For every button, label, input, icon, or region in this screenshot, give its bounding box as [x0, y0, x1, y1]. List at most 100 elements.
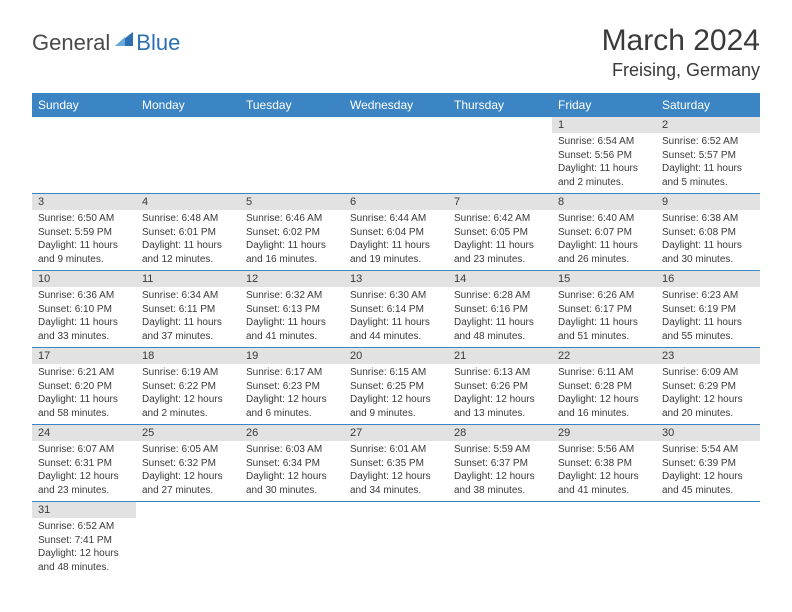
sunset-text: Sunset: 6:29 PM [662, 380, 754, 394]
daylight-text: and 19 minutes. [350, 253, 442, 267]
daylight-text: and 38 minutes. [454, 484, 546, 498]
daylight-text: Daylight: 12 hours [662, 470, 754, 484]
day-number: 3 [32, 194, 136, 210]
daylight-text: Daylight: 11 hours [454, 316, 546, 330]
sunset-text: Sunset: 6:19 PM [662, 303, 754, 317]
sunrise-text: Sunrise: 6:30 AM [350, 289, 442, 303]
calendar-day-cell: 15Sunrise: 6:26 AMSunset: 6:17 PMDayligh… [552, 271, 656, 348]
daylight-text: Daylight: 11 hours [662, 162, 754, 176]
month-title: March 2024 [602, 24, 760, 58]
weekday-header: Saturday [656, 93, 760, 117]
sunrise-text: Sunrise: 5:59 AM [454, 443, 546, 457]
day-details: Sunrise: 6:52 AMSunset: 7:41 PMDaylight:… [32, 518, 136, 578]
daylight-text: and 58 minutes. [38, 407, 130, 421]
calendar-day-cell [240, 502, 344, 579]
calendar-day-cell: 27 Sunrise: 6:01 AMSunset: 6:35 PMDayligh… [344, 425, 448, 502]
daylight-text: and 9 minutes. [38, 253, 130, 267]
calendar-day-cell: 1Sunrise: 6:54 AMSunset: 5:56 PMDaylight… [552, 117, 656, 194]
location: Freising, Germany [602, 60, 760, 81]
day-details: Sunrise: 5:59 AMSunset: 6:37 PMDaylight:… [448, 441, 552, 501]
sunrise-text: Sunrise: 6:26 AM [558, 289, 650, 303]
day-number: 22 [552, 348, 656, 364]
daylight-text: and 51 minutes. [558, 330, 650, 344]
sunset-text: Sunset: 6:11 PM [142, 303, 234, 317]
daylight-text: and 48 minutes. [38, 561, 130, 575]
daylight-text: and 20 minutes. [662, 407, 754, 421]
sunset-text: Sunset: 6:38 PM [558, 457, 650, 471]
daylight-text: Daylight: 11 hours [454, 239, 546, 253]
day-number: 11 [136, 271, 240, 287]
sunset-text: Sunset: 6:26 PM [454, 380, 546, 394]
calendar-week-row: 24Sunrise: 6:07 AMSunset: 6:31 PMDayligh… [32, 425, 760, 502]
day-details: Sunrise: 6:44 AMSunset: 6:04 PMDaylight:… [344, 210, 448, 270]
daylight-text: and 55 minutes. [662, 330, 754, 344]
day-details: Sunrise: 6:52 AMSunset: 5:57 PMDaylight:… [656, 133, 760, 193]
weekday-header: Tuesday [240, 93, 344, 117]
calendar-day-cell: 19Sunrise: 6:17 AMSunset: 6:23 PMDayligh… [240, 348, 344, 425]
sunrise-text: Sunrise: 6:03 AM [246, 443, 338, 457]
sunset-text: Sunset: 6:07 PM [558, 226, 650, 240]
sunrise-text: Sunrise: 6:11 AM [558, 366, 650, 380]
daylight-text: Daylight: 12 hours [454, 470, 546, 484]
daylight-text: Daylight: 12 hours [350, 470, 442, 484]
day-number: 29 [552, 425, 656, 441]
logo-sail-icon [114, 31, 134, 52]
day-number: 5 [240, 194, 344, 210]
day-number: 28 [448, 425, 552, 441]
calendar-day-cell: 22Sunrise: 6:11 AMSunset: 6:28 PMDayligh… [552, 348, 656, 425]
sunset-text: Sunset: 6:35 PM [350, 457, 442, 471]
day-details: Sunrise: 6:48 AMSunset: 6:01 PMDaylight:… [136, 210, 240, 270]
daylight-text: and 12 minutes. [142, 253, 234, 267]
day-number: 18 [136, 348, 240, 364]
calendar-day-cell: 11Sunrise: 6:34 AMSunset: 6:11 PMDayligh… [136, 271, 240, 348]
daylight-text: and 34 minutes. [350, 484, 442, 498]
day-number: 7 [448, 194, 552, 210]
daylight-text: and 13 minutes. [454, 407, 546, 421]
sunset-text: Sunset: 6:10 PM [38, 303, 130, 317]
sunrise-text: Sunrise: 6:19 AM [142, 366, 234, 380]
sunrise-text: Sunrise: 6:01 AM [350, 443, 442, 457]
day-number: 26 [240, 425, 344, 441]
calendar-day-cell: 25Sunrise: 6:05 AMSunset: 6:32 PMDayligh… [136, 425, 240, 502]
daylight-text: and 37 minutes. [142, 330, 234, 344]
day-details: Sunrise: 6:46 AMSunset: 6:02 PMDaylight:… [240, 210, 344, 270]
day-number: 23 [656, 348, 760, 364]
logo: General Blue [32, 30, 180, 56]
daylight-text: and 23 minutes. [454, 253, 546, 267]
sunset-text: Sunset: 6:23 PM [246, 380, 338, 394]
daylight-text: Daylight: 12 hours [350, 393, 442, 407]
calendar-day-cell: 7Sunrise: 6:42 AMSunset: 6:05 PMDaylight… [448, 194, 552, 271]
calendar-table: Sunday Monday Tuesday Wednesday Thursday… [32, 93, 760, 578]
calendar-day-cell: 10Sunrise: 6:36 AMSunset: 6:10 PMDayligh… [32, 271, 136, 348]
calendar-day-cell [656, 502, 760, 579]
sunset-text: Sunset: 6:13 PM [246, 303, 338, 317]
sunrise-text: Sunrise: 6:42 AM [454, 212, 546, 226]
calendar-day-cell: 31Sunrise: 6:52 AMSunset: 7:41 PMDayligh… [32, 502, 136, 579]
sunset-text: Sunset: 7:41 PM [38, 534, 130, 548]
day-details: Sunrise: 6:11 AMSunset: 6:28 PMDaylight:… [552, 364, 656, 424]
daylight-text: Daylight: 11 hours [558, 316, 650, 330]
daylight-text: Daylight: 12 hours [454, 393, 546, 407]
sunset-text: Sunset: 5:56 PM [558, 149, 650, 163]
title-block: March 2024 Freising, Germany [602, 24, 760, 81]
sunrise-text: Sunrise: 6:09 AM [662, 366, 754, 380]
day-details: Sunrise: 6:30 AMSunset: 6:14 PMDaylight:… [344, 287, 448, 347]
sunset-text: Sunset: 5:57 PM [662, 149, 754, 163]
daylight-text: Daylight: 11 hours [558, 162, 650, 176]
day-number: 1 [552, 117, 656, 133]
day-details: Sunrise: 6:05 AMSunset: 6:32 PMDaylight:… [136, 441, 240, 501]
day-number: 27 [344, 425, 448, 441]
daylight-text: and 33 minutes. [38, 330, 130, 344]
calendar-day-cell [344, 117, 448, 194]
weekday-header-row: Sunday Monday Tuesday Wednesday Thursday… [32, 93, 760, 117]
sunrise-text: Sunrise: 6:15 AM [350, 366, 442, 380]
day-number: 14 [448, 271, 552, 287]
day-number: 8 [552, 194, 656, 210]
sunset-text: Sunset: 6:28 PM [558, 380, 650, 394]
calendar-day-cell: 28Sunrise: 5:59 AMSunset: 6:37 PMDayligh… [448, 425, 552, 502]
day-number: 16 [656, 271, 760, 287]
daylight-text: and 23 minutes. [38, 484, 130, 498]
calendar-day-cell: 8Sunrise: 6:40 AMSunset: 6:07 PMDaylight… [552, 194, 656, 271]
daylight-text: Daylight: 11 hours [246, 239, 338, 253]
sunrise-text: Sunrise: 6:13 AM [454, 366, 546, 380]
